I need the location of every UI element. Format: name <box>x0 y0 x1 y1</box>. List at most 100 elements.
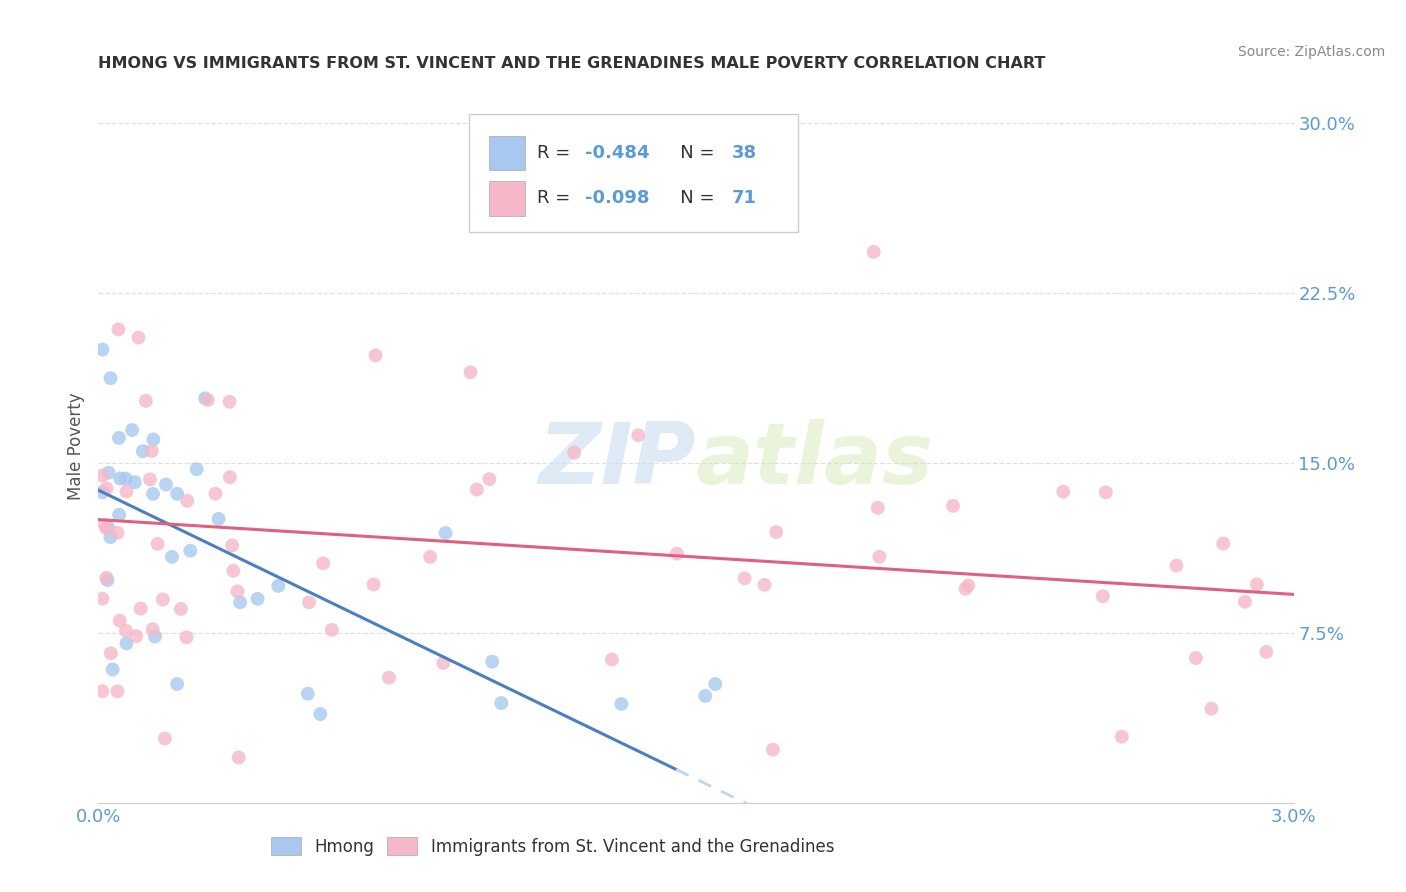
Point <box>100 371 122 385</box>
Point <box>942 499 965 513</box>
Point <box>121 423 143 437</box>
Point <box>665 547 688 561</box>
Point <box>229 595 252 609</box>
Point <box>91 684 114 698</box>
Point <box>363 577 385 591</box>
Point <box>207 512 229 526</box>
Point <box>125 629 148 643</box>
Point <box>128 330 150 344</box>
Point <box>152 592 174 607</box>
Point <box>419 549 441 564</box>
Point <box>562 446 585 460</box>
Point <box>957 578 980 592</box>
Text: -0.484: -0.484 <box>585 144 650 161</box>
Point <box>627 428 650 442</box>
Point <box>108 431 131 445</box>
Point <box>378 671 401 685</box>
Point <box>1233 595 1256 609</box>
Point <box>107 684 129 698</box>
Point <box>1201 701 1223 715</box>
Text: Source: ZipAtlas.com: Source: ZipAtlas.com <box>1237 45 1385 59</box>
Point <box>166 677 188 691</box>
Point <box>312 556 335 570</box>
Point <box>105 525 128 540</box>
Point <box>96 521 118 535</box>
Point <box>309 707 332 722</box>
Point <box>108 471 131 485</box>
Point <box>166 487 188 501</box>
Point <box>179 543 201 558</box>
Point <box>96 573 118 587</box>
Point <box>955 582 977 596</box>
Point <box>246 591 269 606</box>
Point <box>100 646 122 660</box>
Point <box>108 508 131 522</box>
Point <box>765 525 787 540</box>
Point <box>139 472 162 486</box>
Text: 38: 38 <box>733 144 756 161</box>
Point <box>143 630 166 644</box>
FancyBboxPatch shape <box>489 181 524 216</box>
Point <box>108 614 131 628</box>
Point <box>115 636 138 650</box>
Point <box>218 394 240 409</box>
Point <box>600 652 623 666</box>
Point <box>267 579 290 593</box>
Point <box>1052 484 1074 499</box>
Point <box>298 595 321 609</box>
Point <box>1212 536 1234 550</box>
Point <box>478 472 501 486</box>
Text: N =: N = <box>662 189 720 207</box>
Point <box>364 348 387 362</box>
Text: atlas: atlas <box>696 418 934 502</box>
Point <box>135 393 157 408</box>
Point <box>1094 485 1116 500</box>
Text: 71: 71 <box>733 189 756 207</box>
Point <box>704 677 727 691</box>
Point <box>124 475 146 490</box>
Point <box>481 655 503 669</box>
Point <box>1246 577 1268 591</box>
Point <box>142 487 165 501</box>
Point <box>132 444 155 458</box>
Legend: Hmong, Immigrants from St. Vincent and the Grenadines: Hmong, Immigrants from St. Vincent and t… <box>264 830 841 863</box>
Point <box>1091 589 1114 603</box>
Point <box>91 468 114 483</box>
Point <box>1111 730 1133 744</box>
Point <box>176 631 198 645</box>
Point <box>170 602 193 616</box>
Point <box>465 483 488 497</box>
Point <box>222 564 245 578</box>
Point <box>1185 651 1208 665</box>
Point <box>219 470 242 484</box>
Point <box>115 484 138 499</box>
Point <box>762 742 785 756</box>
Point <box>1166 558 1188 573</box>
Point <box>754 578 776 592</box>
Point <box>866 500 889 515</box>
Text: HMONG VS IMMIGRANTS FROM ST. VINCENT AND THE GRENADINES MALE POVERTY CORRELATION: HMONG VS IMMIGRANTS FROM ST. VINCENT AND… <box>98 56 1046 71</box>
Point <box>176 493 198 508</box>
Point <box>197 392 219 407</box>
Point <box>432 656 454 670</box>
Point <box>160 549 183 564</box>
Point <box>695 689 717 703</box>
Point <box>141 444 163 458</box>
Point <box>96 482 118 496</box>
Point <box>101 663 124 677</box>
FancyBboxPatch shape <box>489 136 524 169</box>
Point <box>114 472 136 486</box>
Point <box>146 537 169 551</box>
FancyBboxPatch shape <box>470 114 797 232</box>
Point <box>142 622 165 636</box>
Point <box>96 571 118 585</box>
Point <box>862 244 884 259</box>
Point <box>97 466 120 480</box>
Point <box>107 322 129 336</box>
Point <box>129 601 152 615</box>
Point <box>1256 645 1278 659</box>
Point <box>321 623 343 637</box>
Point <box>610 697 633 711</box>
Point <box>91 343 114 357</box>
Point <box>91 591 114 606</box>
